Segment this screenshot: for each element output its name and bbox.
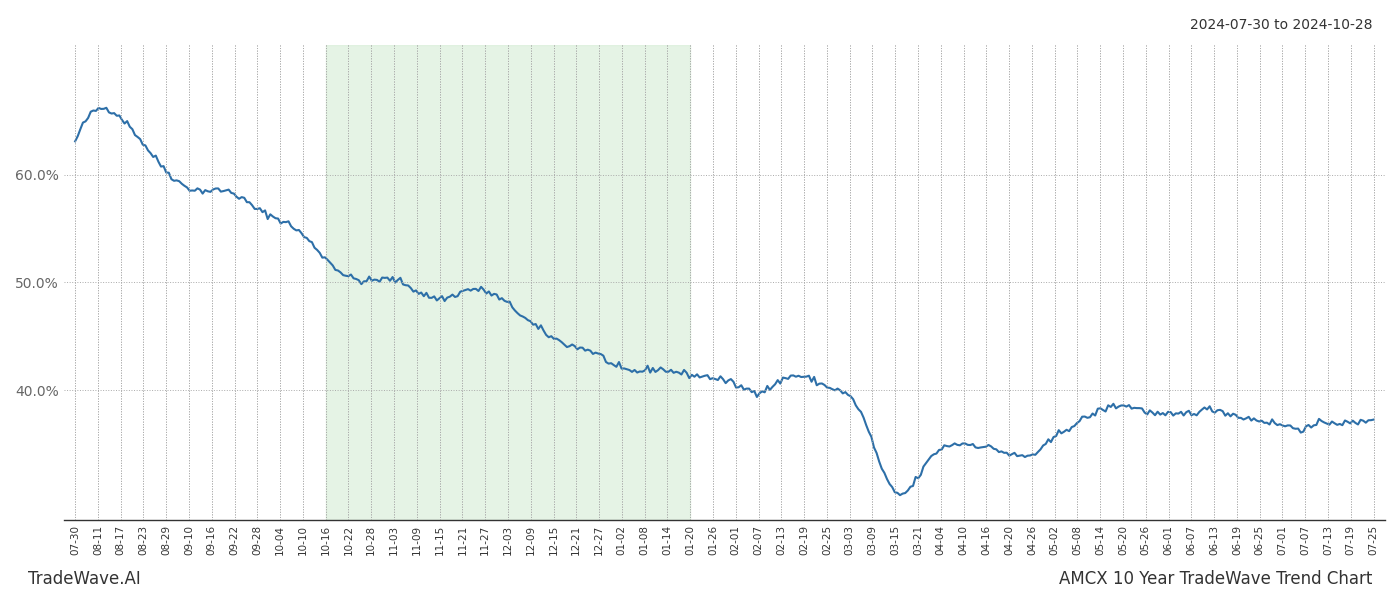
Text: AMCX 10 Year TradeWave Trend Chart: AMCX 10 Year TradeWave Trend Chart (1058, 570, 1372, 588)
Text: TradeWave.AI: TradeWave.AI (28, 570, 141, 588)
Text: 2024-07-30 to 2024-10-28: 2024-07-30 to 2024-10-28 (1190, 18, 1372, 32)
Bar (326, 45, 690, 520)
